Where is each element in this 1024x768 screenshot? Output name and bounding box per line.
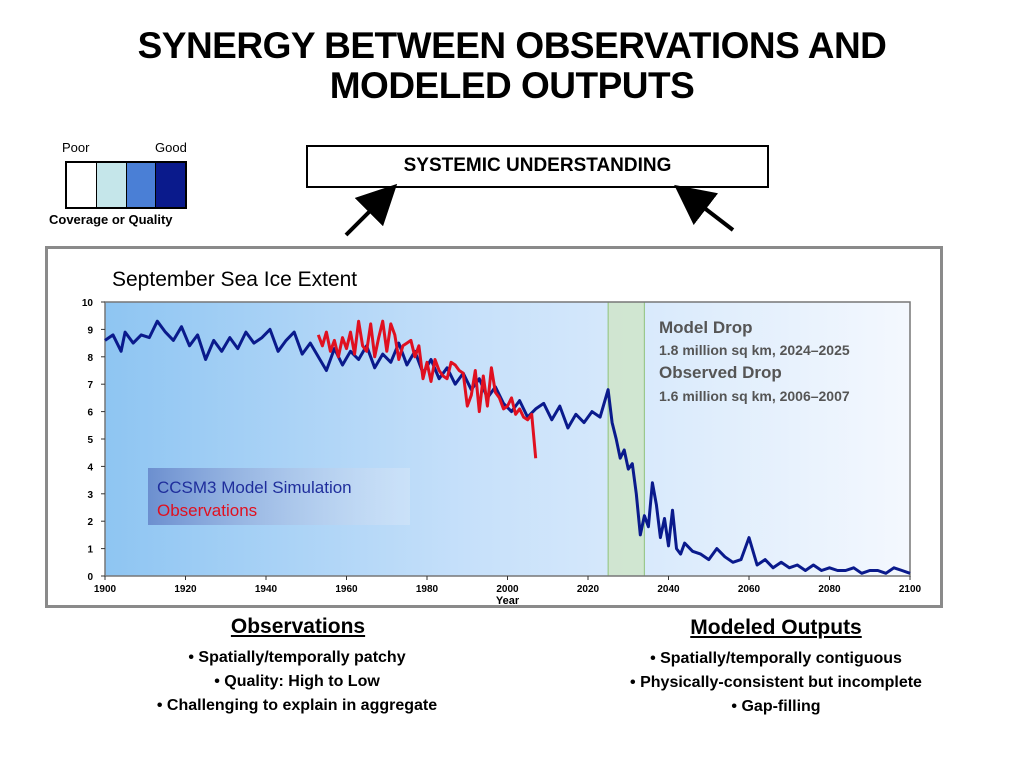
arrows-layer [344,183,735,237]
modeled-bullet-2: • Physically-consistent but incomplete [630,674,922,691]
legend-model-label: CCSM3 Model Simulation [157,478,352,497]
y-tick-label: 4 [87,462,93,473]
chart-frame: 1900 1920 1940 1960 1980 2000 2020 2040 2060 2080… [45,246,943,608]
slide-title: SYNERGY BETWEEN OBSERVATIONS AND MODELED… [0,26,1024,106]
quality-scale [65,161,187,209]
y-tick-label: 3 [87,490,93,501]
x-tick-label: 2020 [577,584,600,595]
observations-bullets: • Spatially/temporally patchy • Quality:… [97,646,497,718]
x-tick-label: 1960 [335,584,358,595]
x-tick-label: 2100 [899,584,922,595]
model-drop-value: 1.8 million sq km, 2024–2025 [659,342,850,358]
x-tick-label: 1920 [174,584,197,595]
y-tick-label: 6 [87,408,93,419]
observed-drop-label: Observed Drop [659,363,782,382]
modeled-outputs-bullets: • Spatially/temporally contiguous • Phys… [576,647,976,719]
modeled-bullet-1: • Spatially/temporally contiguous [650,650,902,667]
scale-swatch-2 [96,163,127,207]
x-tick-label: 1940 [255,584,278,595]
slide-title-line-1: SYNERGY BETWEEN OBSERVATIONS AND [137,25,887,66]
scale-swatch-4 [156,163,185,207]
y-tick-label: 5 [87,435,93,446]
scale-swatch-3 [126,163,157,207]
right-arrow-icon [674,184,735,232]
model-drop-label: Model Drop [659,318,753,337]
y-tick-label: 2 [87,517,93,528]
observed-drop-value: 1.6 million sq km, 2006–2007 [659,388,850,404]
y-tick-label: 7 [87,380,93,391]
y-tick-label: 10 [82,298,94,309]
legend-poor-label: Poor [62,140,90,155]
x-axis-label: Year [496,595,520,605]
series-legend-box [148,468,410,525]
systemic-understanding-box: SYSTEMIC UNDERSTANDING [306,145,769,188]
series-line-observations [316,319,538,459]
y-tick-label: 0 [87,572,93,583]
y-tick-label: 9 [87,325,93,336]
x-tick-label: 2040 [657,584,680,595]
modeled-bullet-3: • Gap-filling [731,698,821,715]
observations-bullet-1: • Spatially/temporally patchy [188,649,406,666]
series-line-model [104,319,911,575]
left-arrow-icon [344,183,398,237]
x-tick-label: 2060 [738,584,761,595]
scale-swatch-1 [67,163,97,207]
observations-heading: Observations [230,615,366,638]
sea-ice-chart: 1900 1920 1940 1960 1980 2000 2020 2040 2060 2080… [82,268,922,605]
slide-title-line-2: MODELED OUTPUTS [329,65,695,106]
x-tick-label: 2000 [496,584,519,595]
y-tick-label: 1 [87,545,93,556]
x-tick-label: 2080 [818,584,841,595]
x-tick-label: 1900 [94,584,117,595]
y-tick-label: 8 [87,353,93,364]
x-tick-label: 1980 [416,584,439,595]
legend-observations-label: Observations [157,501,257,520]
chart-title: September Sea Ice Extent [112,268,357,291]
observations-bullet-2: • Quality: High to Low [214,673,380,690]
observations-bullet-3: • Challenging to explain in aggregate [156,697,438,714]
legend-caption: Coverage or Quality [49,212,173,227]
legend-good-label: Good [155,140,187,155]
highlight-band [607,301,645,577]
modeled-outputs-heading: Modeled Outputs [690,616,862,639]
